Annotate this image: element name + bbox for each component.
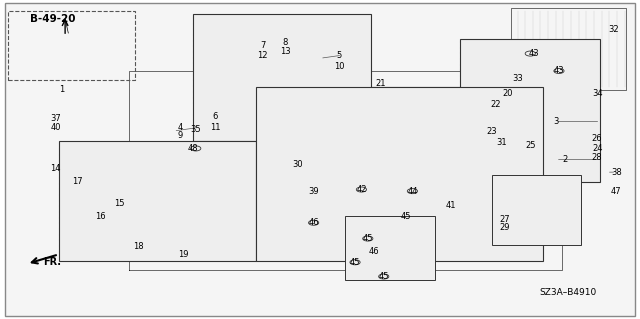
Text: 11: 11 [210,123,220,132]
Text: 1: 1 [60,85,65,94]
Text: 15: 15 [114,199,125,208]
Text: 23: 23 [487,127,497,136]
Text: 40: 40 [51,123,61,132]
Text: 2: 2 [563,155,568,164]
Bar [193,14,371,141]
Text: 45: 45 [350,258,360,267]
Text: 17: 17 [72,177,83,186]
Text: 26: 26 [592,134,602,144]
Bar [346,216,435,280]
Text: 25: 25 [525,141,536,150]
Text: 31: 31 [496,137,507,147]
Text: SZ3A–B4910: SZ3A–B4910 [540,288,597,297]
Text: 30: 30 [292,160,303,169]
Text: FR.: FR. [43,257,61,267]
Text: 9: 9 [177,131,182,140]
Text: 47: 47 [611,187,621,196]
Text: 12: 12 [257,51,268,60]
Text: 10: 10 [334,62,344,71]
Text: 19: 19 [178,250,188,259]
Text: 3: 3 [553,117,559,126]
Text: 46: 46 [369,247,380,256]
Text: 29: 29 [500,223,510,232]
Text: 20: 20 [503,89,513,98]
Text: 6: 6 [212,112,218,121]
Text: 24: 24 [592,144,602,153]
Text: 48: 48 [188,144,198,153]
Text: 4: 4 [177,123,182,132]
Text: 34: 34 [592,89,602,98]
Bar [460,39,600,182]
Text: 18: 18 [133,242,144,251]
Text: 45: 45 [362,234,373,243]
Text: 7: 7 [260,41,266,50]
Text: 14: 14 [51,165,61,174]
Text: 22: 22 [490,100,500,109]
Text: 43: 43 [528,49,539,58]
Bar [8,11,135,80]
Text: 46: 46 [308,218,319,227]
Text: 39: 39 [308,187,319,196]
Text: 45: 45 [378,272,389,281]
Text: 16: 16 [95,212,106,221]
Text: 35: 35 [191,125,201,134]
Text: 5: 5 [337,51,342,60]
Text: 21: 21 [375,79,386,88]
Text: 44: 44 [407,187,418,196]
Text: 8: 8 [282,38,287,47]
Text: B-49-20: B-49-20 [30,14,76,24]
Text: 27: 27 [499,215,510,224]
Text: 37: 37 [50,114,61,123]
Text: 28: 28 [592,153,602,162]
Bar [492,175,581,245]
Text: 42: 42 [356,185,367,194]
Bar [59,141,256,261]
Text: 41: 41 [445,201,456,210]
Text: 45: 45 [401,212,412,221]
Text: 33: 33 [512,74,523,83]
Text: 13: 13 [280,48,291,56]
Text: 38: 38 [611,168,621,177]
Text: 43: 43 [554,66,564,76]
Text: 32: 32 [608,25,618,34]
Bar [256,87,543,261]
